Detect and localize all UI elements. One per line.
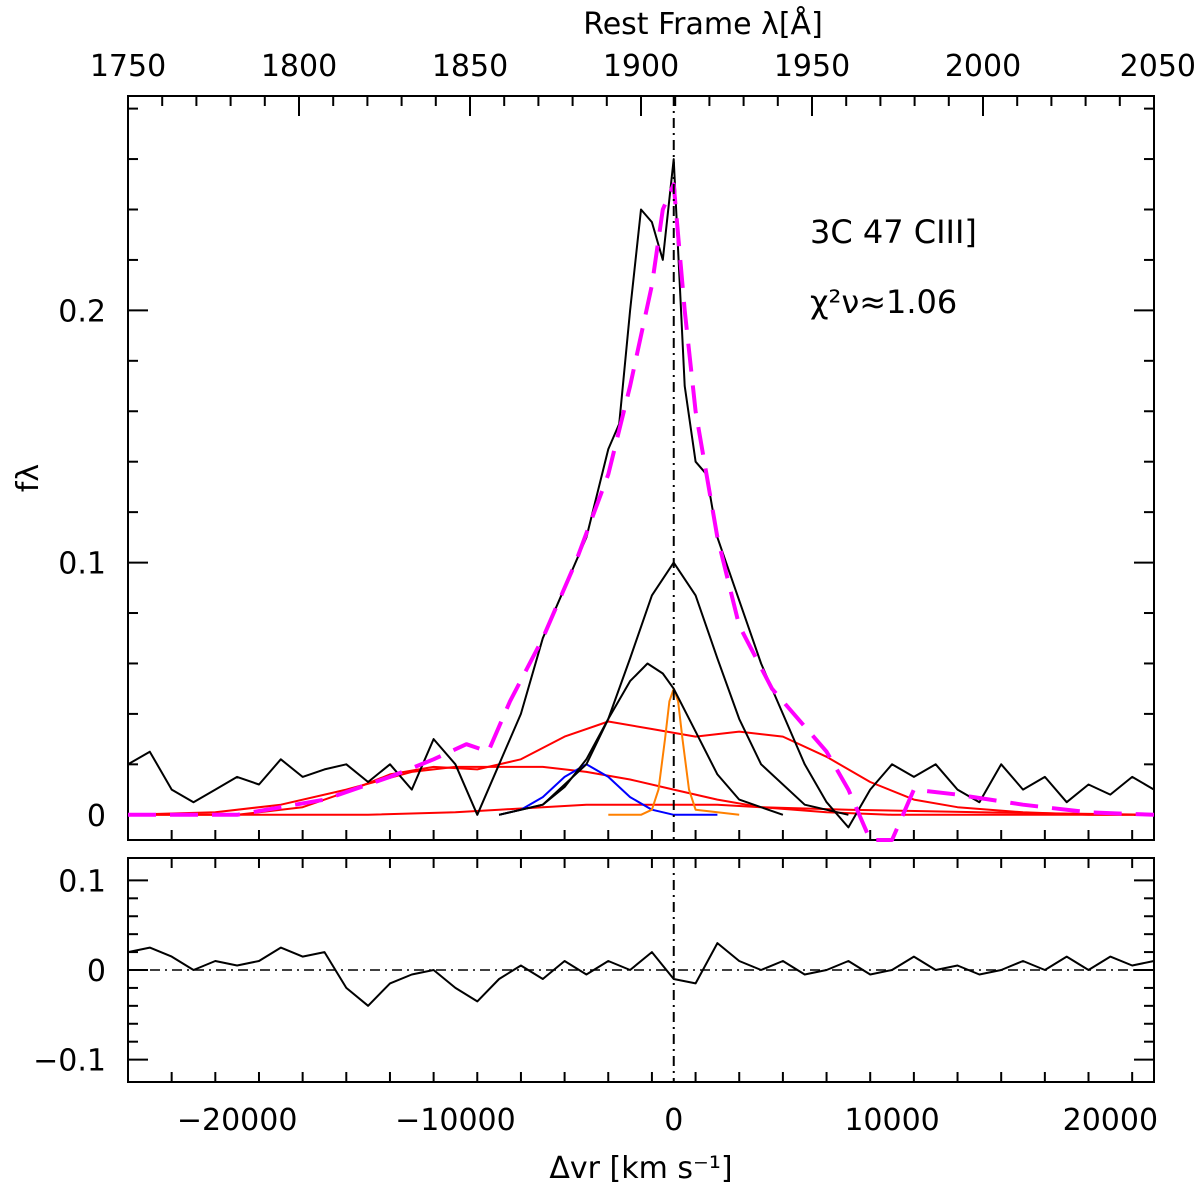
bottom-panel: −20000 −10000 0 10000 20000 −0.1 0 0.1 Δvr [km…: [33, 857, 1158, 1186]
top-axis-tick-labels: 1750 1800 1850 1900 1950 2000 2050: [90, 49, 1196, 84]
blueshifted-component-curve: [498, 662, 784, 816]
bottom-x-tick-label: 0: [664, 1103, 683, 1138]
bottom-y-tick-labels: −0.1 0 0.1: [33, 864, 106, 1078]
bottom-x-tick-label: 20000: [1063, 1103, 1158, 1138]
blue-component-curve: [498, 763, 718, 816]
top-wavelength-tick-label: 1900: [603, 49, 679, 84]
red-component-curve-3: [128, 803, 1155, 816]
y-axis-title: fλ: [11, 464, 46, 492]
bottom-ticks: [127, 858, 1154, 1082]
residual-curve: [127, 942, 1155, 1007]
bottom-y-tick-label: 0: [87, 954, 106, 989]
total-fit-curve: [128, 182, 1155, 842]
red-component-curve-2: [127, 765, 1154, 816]
narrow-component-curve: [608, 687, 740, 816]
bottom-x-tick-labels: −20000 −10000 0 10000 20000: [177, 1103, 1158, 1138]
top-panel: 1750 1800 1850 1900 1950 2000 2050 0 0.1 0.2 Res…: [11, 6, 1196, 842]
top-curves: [127, 158, 1155, 842]
bottom-x-tick-label: 10000: [844, 1103, 939, 1138]
top-wavelength-tick-label: 2000: [945, 49, 1021, 84]
bottom-y-tick-label: 0.1: [58, 864, 106, 899]
top-wavelength-tick-label: 2050: [1120, 49, 1196, 84]
top-wavelength-tick-label: 1950: [774, 49, 850, 84]
top-ticks: [127, 96, 1155, 840]
bottom-x-tick-label: −20000: [177, 1103, 298, 1138]
x-axis-title: Δvr [km s⁻¹]: [549, 1151, 732, 1186]
observed-spectrum: [127, 158, 1155, 829]
top-wavelength-tick-label: 1850: [432, 49, 508, 84]
top-plot-frame: [127, 95, 1155, 841]
top-wavelength-tick-label: 1750: [90, 49, 166, 84]
top-wavelength-tick-label: 1800: [261, 49, 337, 84]
top-y-tick-label: 0: [87, 799, 106, 834]
bottom-curves: [127, 942, 1155, 1007]
top-y-tick-label: 0.1: [58, 547, 106, 582]
top-axis-title: Rest Frame λ[Å]: [583, 6, 823, 42]
object-annotation: 3C 47 CIII]: [810, 213, 977, 251]
chi2-annotation: χ²ν≈1.06: [810, 283, 957, 321]
top-y-tick-label: 0.2: [58, 294, 106, 329]
top-y-tick-labels: 0 0.1 0.2: [58, 294, 106, 833]
bottom-y-tick-label: −0.1: [33, 1044, 106, 1079]
bottom-x-tick-label: −10000: [395, 1103, 516, 1138]
